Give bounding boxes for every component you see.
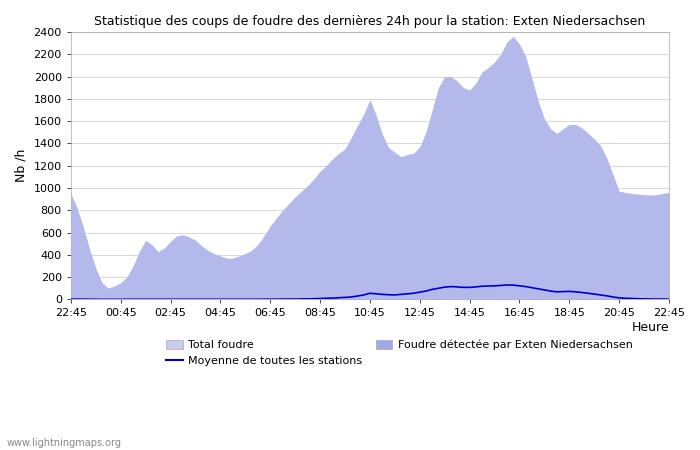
Legend: Total foudre, Moyenne de toutes les stations, Foudre détectée par Exten Niedersa: Total foudre, Moyenne de toutes les stat… bbox=[166, 340, 633, 366]
Y-axis label: Nb /h: Nb /h bbox=[15, 149, 28, 182]
Text: www.lightningmaps.org: www.lightningmaps.org bbox=[7, 438, 122, 448]
Text: Heure: Heure bbox=[631, 321, 669, 334]
Title: Statistique des coups de foudre des dernières 24h pour la station: Exten Nieders: Statistique des coups de foudre des dern… bbox=[94, 15, 645, 28]
